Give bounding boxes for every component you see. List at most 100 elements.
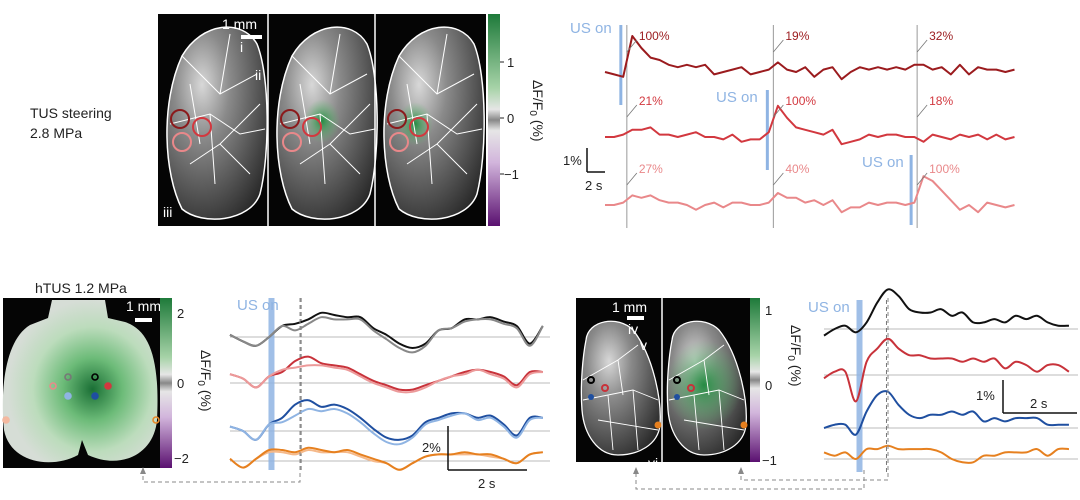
label-leader bbox=[916, 104, 928, 118]
trace-light-orange bbox=[229, 448, 544, 471]
roi-marker bbox=[687, 384, 695, 392]
roi-circle bbox=[172, 132, 192, 152]
us-on-label: US on bbox=[237, 297, 279, 314]
roi-marker bbox=[587, 376, 595, 384]
cortex-outline bbox=[166, 26, 268, 220]
region-label-iv: iv bbox=[628, 321, 638, 337]
roi-marker bbox=[64, 373, 72, 381]
colorbar-label: ΔF/F0 (%) bbox=[785, 325, 804, 387]
percent-label: 27% bbox=[639, 162, 663, 176]
dashed-connector bbox=[740, 298, 889, 481]
scale-bar-y-label: 1% bbox=[563, 153, 582, 168]
arrow-up-icon bbox=[738, 467, 744, 474]
roi-marker bbox=[49, 382, 57, 390]
roi-marker bbox=[104, 382, 112, 390]
percent-label: 100% bbox=[639, 29, 670, 43]
region-label-v: v bbox=[640, 337, 647, 353]
trace-roi-1 bbox=[604, 35, 1015, 81]
roi-marker bbox=[674, 394, 680, 400]
region-boundaries bbox=[582, 344, 659, 451]
cortex-fluorescence bbox=[581, 321, 661, 455]
scale-bar-label: 1 mm bbox=[222, 16, 257, 32]
percent-label: 40% bbox=[785, 162, 809, 176]
colorbar-tick: −1 bbox=[762, 453, 777, 468]
roi-circle bbox=[192, 117, 212, 137]
us-on-label: US on bbox=[808, 299, 850, 316]
trace-roi-2 bbox=[605, 104, 1015, 146]
cortex-trace-chart: US on bbox=[808, 288, 1078, 472]
region-boundaries bbox=[169, 33, 266, 185]
trace-roi-3 bbox=[605, 175, 1015, 214]
trace-gray bbox=[229, 316, 544, 354]
roi-circle bbox=[389, 132, 409, 152]
label-leader bbox=[916, 172, 928, 186]
colorbar-tick: 2 bbox=[177, 306, 184, 321]
colorbar-ticks bbox=[500, 61, 504, 175]
cortex-outline bbox=[666, 320, 747, 456]
arrow-up-icon bbox=[140, 467, 146, 474]
percent-label: 32% bbox=[929, 29, 953, 43]
pressure-label: 2.8 MPa bbox=[30, 125, 82, 141]
roi-circle bbox=[280, 109, 300, 129]
roi-marker bbox=[2, 416, 10, 424]
us-on-bar bbox=[268, 298, 275, 470]
trace-blue bbox=[229, 399, 543, 441]
top-trace-chart: US on US on US on 100% 19% 32% 21% 100% 18% 27% 40… bbox=[570, 20, 1015, 228]
colorbar-label: ΔF/F0 (%) bbox=[195, 350, 214, 412]
dashed-connector bbox=[142, 298, 301, 483]
roi-marker bbox=[654, 421, 662, 429]
trace-light-blue bbox=[229, 407, 544, 446]
colorbar-tick: 0 bbox=[177, 376, 184, 391]
brain-image bbox=[166, 26, 268, 220]
roi-marker bbox=[601, 384, 609, 392]
scale-bar-x-label: 2 s bbox=[478, 476, 496, 491]
trace-blue bbox=[823, 390, 1069, 436]
scale-bar-label: 1 mm bbox=[612, 299, 647, 315]
region-label-vi: vi bbox=[648, 455, 658, 471]
region-boundaries bbox=[279, 33, 376, 185]
colorbar bbox=[160, 298, 172, 468]
brain-image bbox=[383, 26, 485, 220]
roi-marker bbox=[91, 373, 99, 381]
scale-bar-x-label: 2 s bbox=[585, 178, 603, 193]
roi-circle bbox=[170, 109, 190, 129]
colorbar-tick: 0 bbox=[765, 378, 772, 393]
colorbar bbox=[488, 14, 500, 226]
roi-marker bbox=[64, 392, 72, 400]
us-on-label: US on bbox=[716, 89, 758, 106]
percent-label: 18% bbox=[929, 94, 953, 108]
scale-bar-y-label: 2% bbox=[422, 440, 441, 455]
us-on-label: US on bbox=[862, 154, 904, 171]
colorbar-label: ΔF/F0 (%) bbox=[527, 80, 546, 142]
label-leader bbox=[626, 39, 638, 53]
condition-label: TUS steering bbox=[30, 105, 112, 121]
roi-circle bbox=[282, 132, 302, 152]
cortex-image bbox=[666, 320, 748, 456]
activation-spot bbox=[666, 340, 742, 430]
roi-circle bbox=[409, 117, 429, 137]
hTUS-trace-chart: US on bbox=[229, 297, 550, 471]
colorbar-tick: −2 bbox=[174, 451, 189, 466]
colorbar-tick: 1 bbox=[507, 55, 514, 70]
cortex-images bbox=[580, 320, 748, 456]
region-label-ii: ii bbox=[255, 67, 261, 83]
region-label-iii: iii bbox=[163, 204, 172, 220]
cortex-outline bbox=[276, 26, 378, 220]
cortex-fluorescence bbox=[383, 27, 485, 220]
dashed-connector bbox=[635, 470, 865, 490]
activation-spot bbox=[304, 99, 340, 143]
roi-markers bbox=[2, 373, 160, 424]
cortex-fluorescence bbox=[166, 27, 268, 220]
roi-marker bbox=[152, 416, 160, 424]
colorbar-tick: −1 bbox=[504, 167, 519, 182]
roi-circle bbox=[387, 109, 407, 129]
roi-marker bbox=[673, 376, 681, 384]
roi-circle bbox=[302, 117, 322, 137]
label-leader bbox=[773, 104, 784, 118]
brain-image bbox=[276, 26, 378, 220]
condition-label: hTUS 1.2 MPa bbox=[35, 280, 127, 296]
percent-label: 100% bbox=[929, 162, 960, 176]
trace-orange bbox=[229, 446, 544, 471]
us-on-bar bbox=[856, 300, 863, 472]
